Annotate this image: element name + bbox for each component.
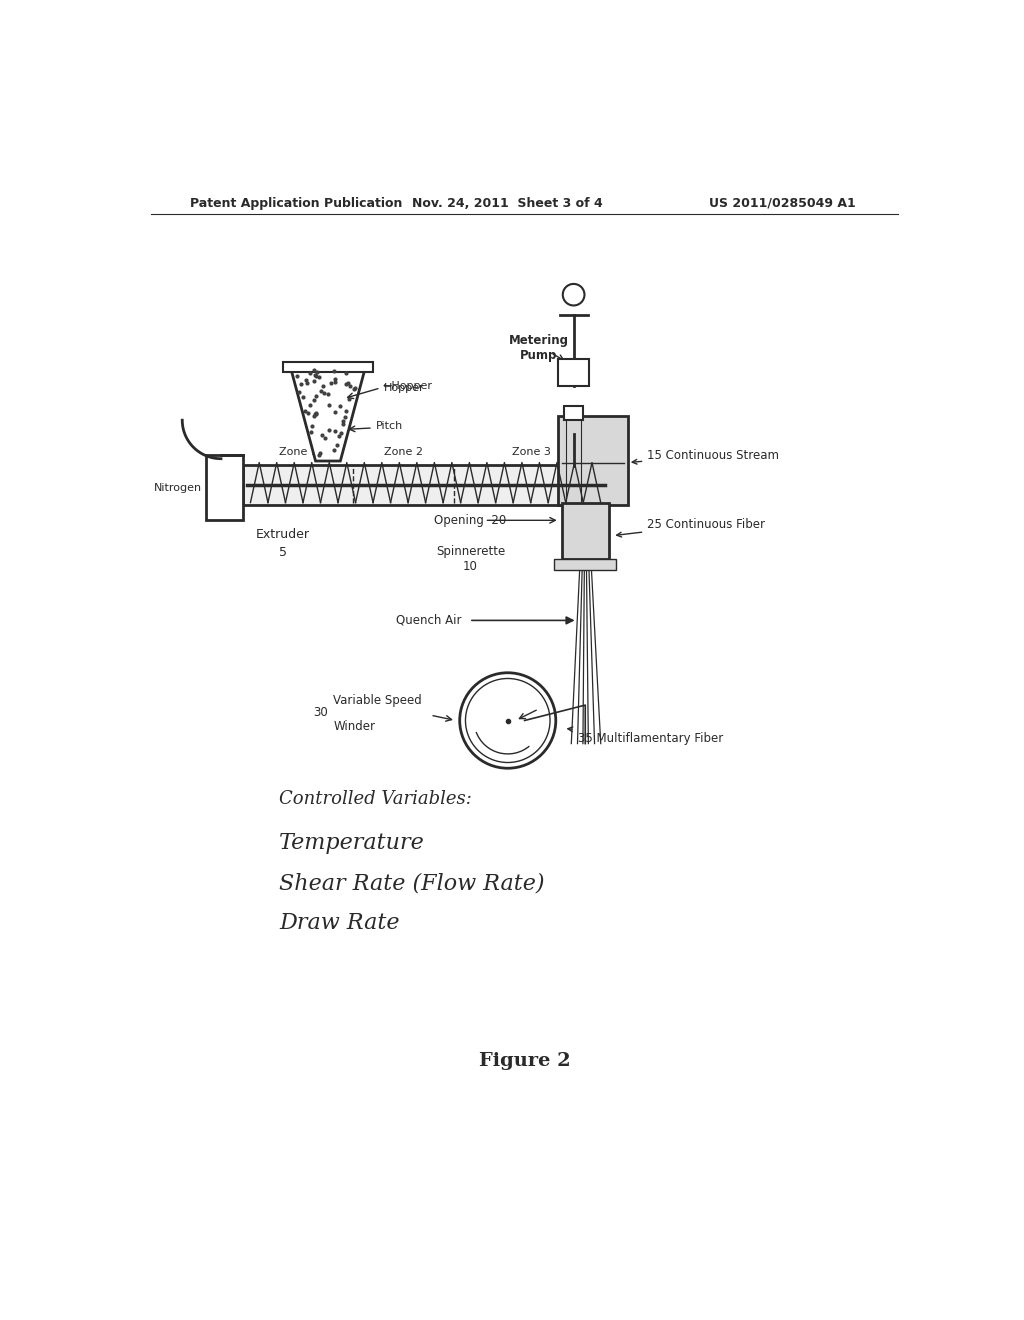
Text: 35 Multiflamentary Fiber: 35 Multiflamentary Fiber <box>568 727 723 744</box>
Bar <box>243 465 608 506</box>
Text: Pitch: Pitch <box>376 421 403 432</box>
Text: Opening  20: Opening 20 <box>434 513 507 527</box>
Text: Zone 2: Zone 2 <box>384 447 423 457</box>
Circle shape <box>460 673 556 768</box>
Text: 10: 10 <box>463 560 478 573</box>
Text: 5: 5 <box>279 545 287 558</box>
Text: Zone 3: Zone 3 <box>512 447 551 457</box>
Text: Spinnerette: Spinnerette <box>436 545 505 557</box>
Text: 15 Continuous Stream: 15 Continuous Stream <box>632 449 779 465</box>
Bar <box>283 363 373 372</box>
Text: Draw Rate: Draw Rate <box>280 912 399 935</box>
Text: US 2011/0285049 A1: US 2011/0285049 A1 <box>710 197 856 210</box>
Text: Controlled Variables:: Controlled Variables: <box>280 789 472 808</box>
Text: Quench Air: Quench Air <box>395 614 461 627</box>
Text: 25 Continuous Fiber: 25 Continuous Fiber <box>616 517 765 537</box>
Bar <box>558 359 589 385</box>
Bar <box>554 558 616 570</box>
Bar <box>562 503 608 558</box>
Text: Zone 1: Zone 1 <box>280 447 317 457</box>
Text: 30: 30 <box>313 706 328 719</box>
Bar <box>564 407 583 420</box>
Bar <box>206 455 243 520</box>
Text: ←Hopper: ←Hopper <box>382 380 432 391</box>
Text: Shear Rate (Flow Rate): Shear Rate (Flow Rate) <box>280 873 545 894</box>
Text: Nitrogen: Nitrogen <box>154 483 202 492</box>
Text: Metering
Pump: Metering Pump <box>509 334 568 362</box>
Polygon shape <box>289 363 367 461</box>
Bar <box>558 416 628 506</box>
Text: Nov. 24, 2011  Sheet 3 of 4: Nov. 24, 2011 Sheet 3 of 4 <box>413 197 603 210</box>
Text: Hopper: Hopper <box>384 383 424 393</box>
Circle shape <box>563 284 585 305</box>
Text: Extruder: Extruder <box>256 528 310 541</box>
Text: Temperature: Temperature <box>280 832 425 854</box>
Text: Winder: Winder <box>334 721 376 734</box>
Text: Figure 2: Figure 2 <box>479 1052 570 1069</box>
Text: Variable Speed: Variable Speed <box>334 693 422 706</box>
Text: Patent Application Publication: Patent Application Publication <box>190 197 402 210</box>
Circle shape <box>466 678 550 763</box>
